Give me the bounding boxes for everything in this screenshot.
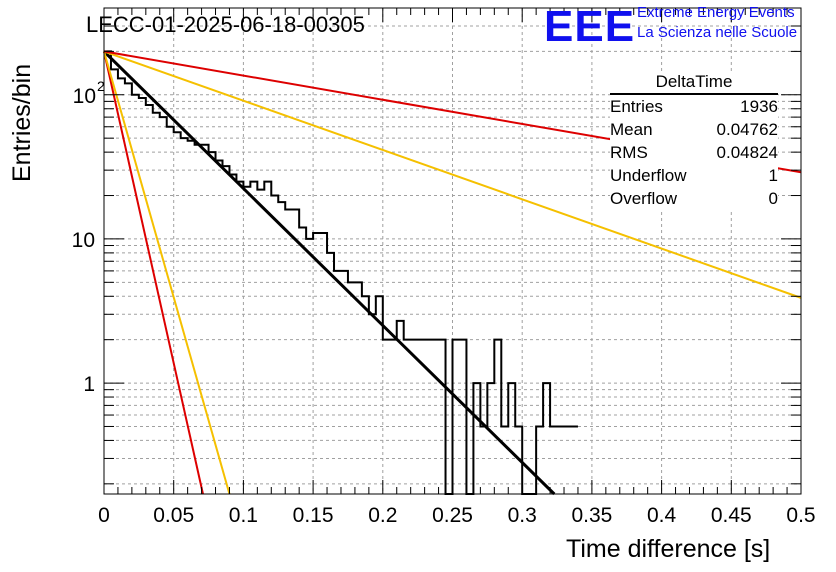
- y-tick-label: 10: [73, 85, 96, 108]
- series-line-2: [103, 51, 204, 495]
- stats-row: Entries 1936: [610, 95, 778, 118]
- x-axis-label: Time difference [s]: [566, 535, 771, 563]
- stats-value: 0: [768, 189, 778, 208]
- eee-logo: EEE: [544, 2, 636, 51]
- y-tick-label-exponent: 2: [97, 78, 105, 94]
- stats-title: DeltaTime: [610, 72, 778, 95]
- logo-subtitle-2: La Scienza nelle Scuole: [637, 24, 798, 41]
- stats-box: DeltaTime Entries 1936 Mean 0.04762 RMS 0.0…: [610, 72, 778, 210]
- x-tick-label: 0.4: [647, 504, 677, 527]
- stats-label: Underflow: [610, 166, 687, 185]
- stats-label: Overflow: [610, 189, 678, 208]
- x-tick-label: 0.5: [786, 504, 815, 527]
- logo-subtitle-1: Extreme Energy Events: [637, 4, 795, 21]
- stats-value: 1: [768, 166, 778, 185]
- series-line-4: [103, 50, 802, 299]
- stats-row: RMS 0.04824: [610, 141, 778, 164]
- stats-value: 1936: [740, 97, 778, 116]
- stats-label: Entries: [610, 97, 663, 116]
- stats-label: Mean: [610, 120, 653, 139]
- stats-row: Underflow 1: [610, 164, 778, 187]
- x-tick-label: 0.35: [571, 504, 612, 527]
- y-tick-label: 10: [72, 229, 95, 252]
- chart-title: LECC-01-2025-06-18-00305: [86, 12, 365, 37]
- x-tick-label: 0.25: [432, 504, 473, 527]
- x-tick-label: 0: [98, 504, 110, 527]
- series-line-1: [102, 50, 556, 496]
- stats-row: Mean 0.04762: [610, 118, 778, 141]
- histogram-line: [104, 50, 578, 495]
- x-tick-label: 0.05: [153, 504, 194, 527]
- stats-row: Overflow 0: [610, 187, 778, 210]
- stats-value: 0.04762: [716, 120, 778, 139]
- stats-value: 0.04824: [716, 143, 778, 162]
- series-line-3: [103, 51, 231, 495]
- y-axis-label: Entries/bin: [8, 63, 36, 182]
- x-tick-label: 0.45: [711, 504, 752, 527]
- x-tick-label: 0.3: [508, 504, 537, 527]
- y-tick-label: 1: [83, 373, 95, 396]
- stats-label: RMS: [610, 143, 648, 162]
- x-tick-label: 0.1: [229, 504, 258, 527]
- x-tick-label: 0.2: [368, 504, 397, 527]
- x-tick-label: 0.15: [293, 504, 334, 527]
